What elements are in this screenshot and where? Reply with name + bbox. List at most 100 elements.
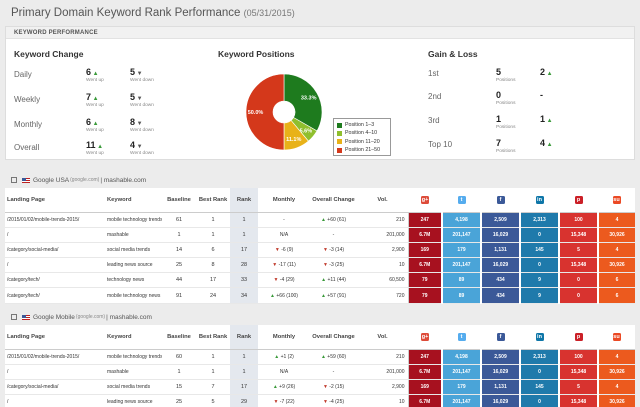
- column-header-rank[interactable]: Rank: [230, 188, 258, 213]
- landing-page-link[interactable]: /category/social-media/: [5, 379, 105, 396]
- column-header-volume[interactable]: Vol.: [357, 188, 408, 213]
- landing-page-link[interactable]: /: [5, 227, 105, 243]
- column-header-linkedin[interactable]: in: [520, 325, 559, 350]
- column-header-overall-change[interactable]: Overall Change: [310, 188, 357, 213]
- volume-cell: 2,900: [357, 379, 409, 396]
- column-header-overall-change[interactable]: Overall Change: [310, 325, 357, 350]
- volume-cell: 201,000: [357, 364, 409, 380]
- column-header-google-plus[interactable]: g+: [408, 325, 442, 350]
- legend-item: Position 21–50: [337, 146, 387, 154]
- table-row[interactable]: /2015/01/02/mobile-trends-2015/mobile te…: [5, 212, 635, 228]
- monthly-cell: ▲ +9 (26): [258, 379, 310, 396]
- column-header-facebook[interactable]: f: [481, 325, 520, 350]
- keyword-cell: mashable: [105, 227, 162, 243]
- pie-slice[interactable]: [245, 73, 285, 151]
- pie-slice[interactable]: [283, 73, 323, 132]
- column-header-landing-page[interactable]: Landing Page: [5, 325, 105, 350]
- column-header-rank[interactable]: Rank: [230, 325, 258, 350]
- table-row[interactable]: /category/social-media/social media tren…: [5, 379, 635, 396]
- landing-page-link[interactable]: /: [5, 364, 105, 380]
- table-row[interactable]: /category/tech/mobile technology news 91 2…: [5, 287, 635, 304]
- column-header-pinterest[interactable]: p: [559, 325, 598, 350]
- table-row[interactable]: / mashable 1 1 1 N/A -201,000 6.7M 201,147 16,029…: [5, 364, 635, 380]
- landing-page-link[interactable]: /: [5, 394, 105, 407]
- best-rank-cell: 6: [196, 242, 230, 259]
- went-down-count: 4: [130, 140, 136, 150]
- column-header-linkedin[interactable]: in: [520, 188, 559, 213]
- column-header-volume[interactable]: Vol.: [357, 325, 408, 350]
- arrow-down-icon: ▼: [322, 262, 330, 269]
- stumbleupon-count: 4: [598, 379, 635, 396]
- landing-page-link[interactable]: /category/tech/: [5, 272, 105, 289]
- gain-loss-change-cell: 1 ▲: [540, 114, 553, 125]
- column-header-baseline[interactable]: Baseline: [162, 325, 196, 350]
- arrow-up-icon: ▲: [320, 216, 328, 223]
- monthly-cell: ▼ -17 (11): [258, 257, 310, 274]
- landing-page-link[interactable]: /category/social-media/: [5, 242, 105, 259]
- keyword-cell: leading news source: [105, 394, 162, 407]
- table-row[interactable]: /category/tech/technology news 44 17 33 ▼ -4…: [5, 272, 635, 289]
- column-header-landing-page[interactable]: Landing Page: [5, 188, 105, 213]
- legend-label: Position 11–20: [345, 138, 380, 145]
- column-header-monthly[interactable]: Monthly: [258, 188, 310, 213]
- column-header-google-plus[interactable]: g+: [408, 188, 442, 213]
- table-row[interactable]: /2015/01/02/mobile-trends-2015/mobile te…: [5, 349, 635, 365]
- column-header-baseline[interactable]: Baseline: [162, 188, 196, 213]
- column-header-stumbleupon[interactable]: su: [598, 188, 635, 213]
- went-down-label: Went down: [130, 128, 154, 133]
- arrow-down-icon: ▼: [273, 277, 280, 284]
- report-date: (05/31/2015): [243, 8, 295, 18]
- landing-page-link[interactable]: /: [5, 257, 105, 274]
- pinterest-count: 5: [559, 379, 599, 396]
- column-header-stumbleupon[interactable]: su: [598, 325, 635, 350]
- went-up-label: Went up: [86, 128, 104, 133]
- google-plus-count: 79: [408, 272, 443, 289]
- landing-page-link[interactable]: /2015/01/02/mobile-trends-2015/: [5, 212, 105, 228]
- monthly-value: -7 (22): [279, 399, 295, 406]
- facebook-count: 434: [481, 287, 521, 304]
- legend-label: Position 1–3: [345, 122, 375, 129]
- facebook-count: 2,509: [481, 349, 521, 365]
- went-up-label: Went up: [86, 151, 104, 156]
- landing-page-link[interactable]: /category/tech/: [5, 287, 105, 304]
- overall-change-cell: ▼ -4 (25): [310, 394, 357, 407]
- engine-name: Google Mobile: [33, 313, 75, 321]
- overall-change-value: +60 (61): [327, 216, 347, 223]
- site-name: mashable.com: [109, 313, 152, 321]
- baseline-cell: 15: [162, 379, 196, 396]
- engine-name: Google USA: [33, 176, 70, 184]
- positions-label: Positions: [496, 125, 516, 130]
- legend-swatch: [337, 130, 342, 136]
- went-down-cell: 5 ▼ Went down: [130, 92, 154, 108]
- arrow-down-icon: ▼: [322, 399, 330, 406]
- column-header-monthly[interactable]: Monthly: [258, 325, 310, 350]
- landing-page-link[interactable]: /2015/01/02/mobile-trends-2015/: [5, 349, 105, 365]
- rank-cell: 17: [230, 379, 258, 396]
- column-header-pinterest[interactable]: p: [559, 188, 598, 213]
- table-row[interactable]: / leading news source 25 5 29 ▼ -7 (22) ▼ -4 (…: [5, 394, 635, 407]
- linkedin-count: 0: [520, 394, 560, 407]
- column-header-best-rank[interactable]: Best Rank: [196, 188, 230, 213]
- column-header-twitter[interactable]: t: [442, 188, 481, 213]
- column-header-keyword[interactable]: Keyword: [105, 325, 162, 350]
- keyword-change-period: Weekly: [14, 95, 41, 104]
- arrow-down-icon: ▼: [135, 71, 143, 77]
- overall-change-value: -3 (14): [329, 246, 345, 253]
- column-header-twitter[interactable]: t: [442, 325, 481, 350]
- table-row[interactable]: /category/social-media/social media tren…: [5, 242, 635, 259]
- google-plus-icon: g+: [421, 195, 429, 204]
- arrow-down-icon: ▼: [272, 262, 279, 269]
- monthly-cell: ▲ +1 (2): [258, 349, 310, 365]
- table-row[interactable]: / leading news source 25 8 28 ▼ -17 (11) ▼ -3 …: [5, 257, 635, 274]
- column-header-keyword[interactable]: Keyword: [105, 188, 162, 213]
- column-header-facebook[interactable]: f: [481, 188, 520, 213]
- google-plus-count: 6.7M: [408, 364, 443, 380]
- keyword-change-row: Monthly 6 ▲ Went up 8 ▼ Went down: [14, 117, 204, 139]
- arrow-up-icon: ▲: [270, 292, 277, 299]
- best-rank-cell: 1: [196, 212, 230, 228]
- column-header-best-rank[interactable]: Best Rank: [196, 325, 230, 350]
- linkedin-count: 9: [520, 287, 560, 304]
- stumbleupon-count: 30,926: [598, 227, 635, 243]
- best-rank-cell: 17: [196, 272, 230, 289]
- table-row[interactable]: / mashable 1 1 1 N/A -201,000 6.7M 201,147 16,029…: [5, 227, 635, 243]
